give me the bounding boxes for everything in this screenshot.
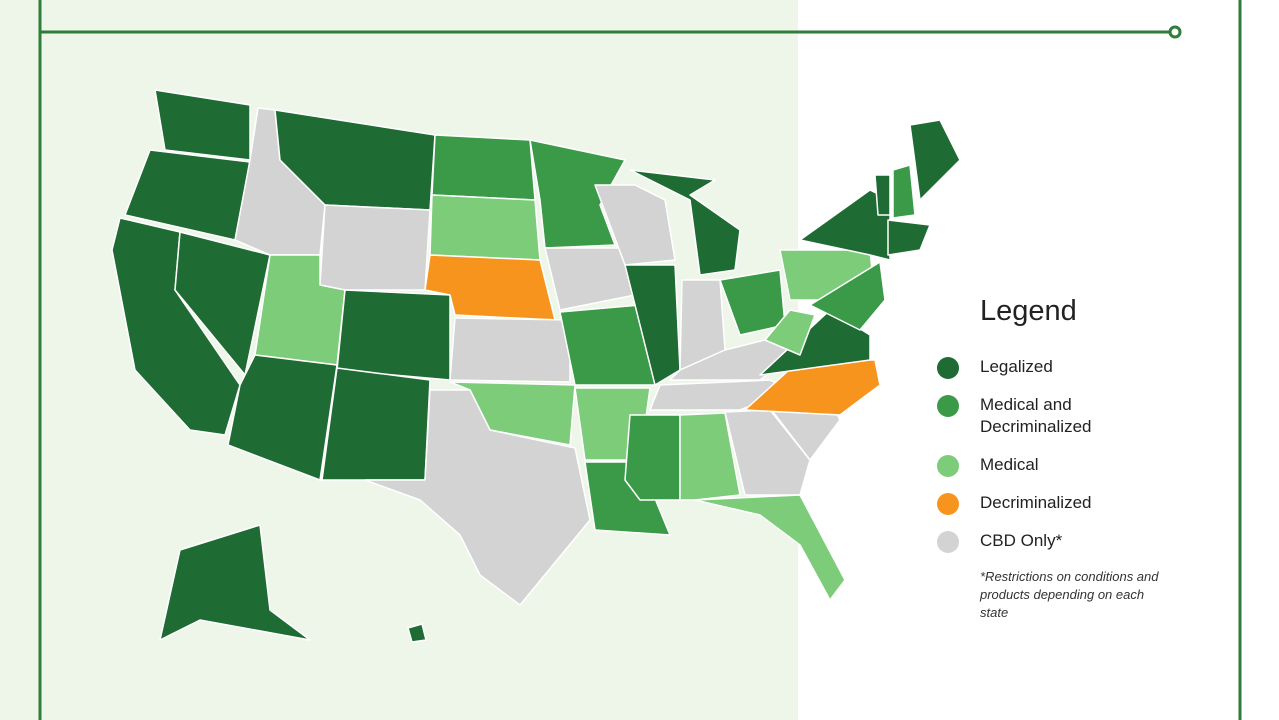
- legend-title: Legend: [980, 295, 1077, 327]
- state: [449, 381, 576, 446]
- legend-swatch: [937, 357, 959, 379]
- legend-item: Medical and Decriminalized: [935, 394, 1225, 438]
- legend: Legend Legalized Medical and Decriminaliz…: [935, 295, 1225, 622]
- state: [694, 494, 846, 601]
- state: [629, 169, 741, 276]
- us-map: [111, 89, 961, 643]
- state: [584, 461, 671, 536]
- state: [624, 414, 681, 501]
- state: [764, 309, 816, 356]
- state: [159, 524, 311, 641]
- state: [424, 254, 556, 321]
- state: [407, 623, 427, 643]
- legend-label: CBD Only*: [980, 531, 1063, 550]
- legend-label: Legalized: [980, 357, 1053, 376]
- legend-label: Decriminalized: [980, 493, 1092, 512]
- legend-swatch: [937, 493, 959, 515]
- legend-item: Legalized: [935, 356, 1225, 379]
- legend-item: Decriminalized: [935, 492, 1225, 515]
- state: [874, 174, 891, 216]
- state: [364, 389, 591, 606]
- legend-item: Medical: [935, 454, 1225, 477]
- state: [227, 354, 338, 481]
- state: [892, 164, 916, 219]
- state: [887, 219, 931, 256]
- legend-swatch: [937, 455, 959, 477]
- state: [336, 289, 451, 381]
- state: [529, 139, 626, 249]
- state: [909, 119, 961, 201]
- state: [429, 194, 541, 261]
- state: [809, 261, 886, 331]
- legend-swatch: [937, 395, 959, 417]
- state: [321, 367, 431, 481]
- state: [431, 134, 536, 201]
- legend-items: Legalized Medical and Decriminalized Medic…: [935, 356, 1225, 553]
- legend-item: CBD Only*: [935, 530, 1225, 553]
- legend-note: *Restrictions on conditions and products…: [980, 569, 1159, 620]
- state: [449, 317, 571, 383]
- legend-swatch: [937, 531, 959, 553]
- legend-label: Medical: [980, 455, 1039, 474]
- state: [679, 412, 741, 501]
- legend-label: Medical and Decriminalized: [980, 395, 1092, 436]
- rule-end: [1168, 25, 1182, 39]
- state: [319, 204, 431, 291]
- state: [594, 184, 676, 266]
